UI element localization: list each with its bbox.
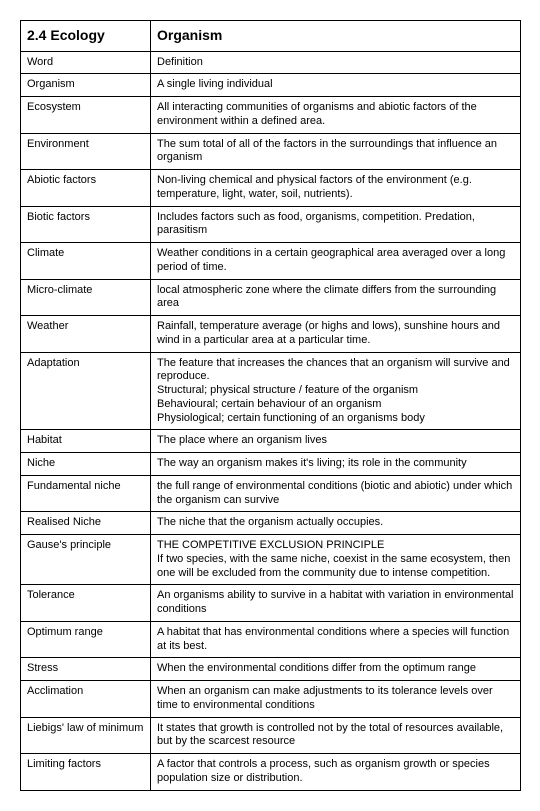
table-row: Limiting factorsA factor that controls a… — [21, 754, 521, 791]
table-header-row: 2.4 Ecology Organism — [21, 21, 521, 52]
word-cell: Acclimation — [21, 681, 151, 718]
table-row: Micro-climatelocal atmospheric zone wher… — [21, 279, 521, 316]
word-cell: Ecosystem — [21, 97, 151, 134]
table-row: WeatherRainfall, temperature average (or… — [21, 316, 521, 353]
word-cell: Limiting factors — [21, 754, 151, 791]
definition-cell: When the environmental conditions differ… — [151, 658, 521, 681]
word-cell: Habitat — [21, 430, 151, 453]
table-row: StressWhen the environmental conditions … — [21, 658, 521, 681]
word-cell: Optimum range — [21, 621, 151, 658]
table-row: Gause's principleTHE COMPETITIVE EXCLUSI… — [21, 535, 521, 585]
table-row: AdaptationThe feature that increases the… — [21, 352, 521, 430]
word-cell: Climate — [21, 243, 151, 280]
definition-cell: The place where an organism lives — [151, 430, 521, 453]
table-row: ClimateWeather conditions in a certain g… — [21, 243, 521, 280]
table-row: AcclimationWhen an organism can make adj… — [21, 681, 521, 718]
word-cell: Tolerance — [21, 585, 151, 622]
definition-cell: When an organism can make adjustments to… — [151, 681, 521, 718]
definition-cell: The sum total of all of the factors in t… — [151, 133, 521, 170]
definition-cell: THE COMPETITIVE EXCLUSION PRINCIPLE If t… — [151, 535, 521, 585]
word-cell: Niche — [21, 453, 151, 476]
word-cell: Abiotic factors — [21, 170, 151, 207]
definition-cell: A single living individual — [151, 74, 521, 97]
table-row: HabitatThe place where an organism lives — [21, 430, 521, 453]
table-row: EnvironmentThe sum total of all of the f… — [21, 133, 521, 170]
word-cell: Stress — [21, 658, 151, 681]
definition-cell: Definition — [151, 51, 521, 74]
table-row: Optimum rangeA habitat that has environm… — [21, 621, 521, 658]
definition-cell: Weather conditions in a certain geograph… — [151, 243, 521, 280]
table-row: WordDefinition — [21, 51, 521, 74]
ecology-table: 2.4 Ecology Organism WordDefinitionOrgan… — [20, 20, 521, 791]
definition-cell: A habitat that has environmental conditi… — [151, 621, 521, 658]
definition-cell: the full range of environmental conditio… — [151, 475, 521, 512]
table-row: Biotic factorsIncludes factors such as f… — [21, 206, 521, 243]
word-cell: Fundamental niche — [21, 475, 151, 512]
header-right: Organism — [151, 21, 521, 52]
table-row: OrganismA single living individual — [21, 74, 521, 97]
definition-cell: An organisms ability to survive in a hab… — [151, 585, 521, 622]
word-cell: Environment — [21, 133, 151, 170]
definition-cell: All interacting communities of organisms… — [151, 97, 521, 134]
word-cell: Word — [21, 51, 151, 74]
definition-cell: The way an organism makes it's living; i… — [151, 453, 521, 476]
table-row: NicheThe way an organism makes it's livi… — [21, 453, 521, 476]
word-cell: Gause's principle — [21, 535, 151, 585]
definition-cell: The feature that increases the chances t… — [151, 352, 521, 430]
definition-cell: The niche that the organism actually occ… — [151, 512, 521, 535]
header-left: 2.4 Ecology — [21, 21, 151, 52]
definition-cell: It states that growth is controlled not … — [151, 717, 521, 754]
definition-cell: Includes factors such as food, organisms… — [151, 206, 521, 243]
definition-cell: Non-living chemical and physical factors… — [151, 170, 521, 207]
table-row: EcosystemAll interacting communities of … — [21, 97, 521, 134]
table-row: Abiotic factorsNon-living chemical and p… — [21, 170, 521, 207]
word-cell: Biotic factors — [21, 206, 151, 243]
word-cell: Realised Niche — [21, 512, 151, 535]
definition-cell: local atmospheric zone where the climate… — [151, 279, 521, 316]
table-row: Fundamental nichethe full range of envir… — [21, 475, 521, 512]
table-row: ToleranceAn organisms ability to survive… — [21, 585, 521, 622]
table-row: Liebigs' law of minimumIt states that gr… — [21, 717, 521, 754]
word-cell: Adaptation — [21, 352, 151, 430]
word-cell: Micro-climate — [21, 279, 151, 316]
definition-cell: A factor that controls a process, such a… — [151, 754, 521, 791]
word-cell: Weather — [21, 316, 151, 353]
word-cell: Organism — [21, 74, 151, 97]
word-cell: Liebigs' law of minimum — [21, 717, 151, 754]
table-row: Realised NicheThe niche that the organis… — [21, 512, 521, 535]
definition-cell: Rainfall, temperature average (or highs … — [151, 316, 521, 353]
